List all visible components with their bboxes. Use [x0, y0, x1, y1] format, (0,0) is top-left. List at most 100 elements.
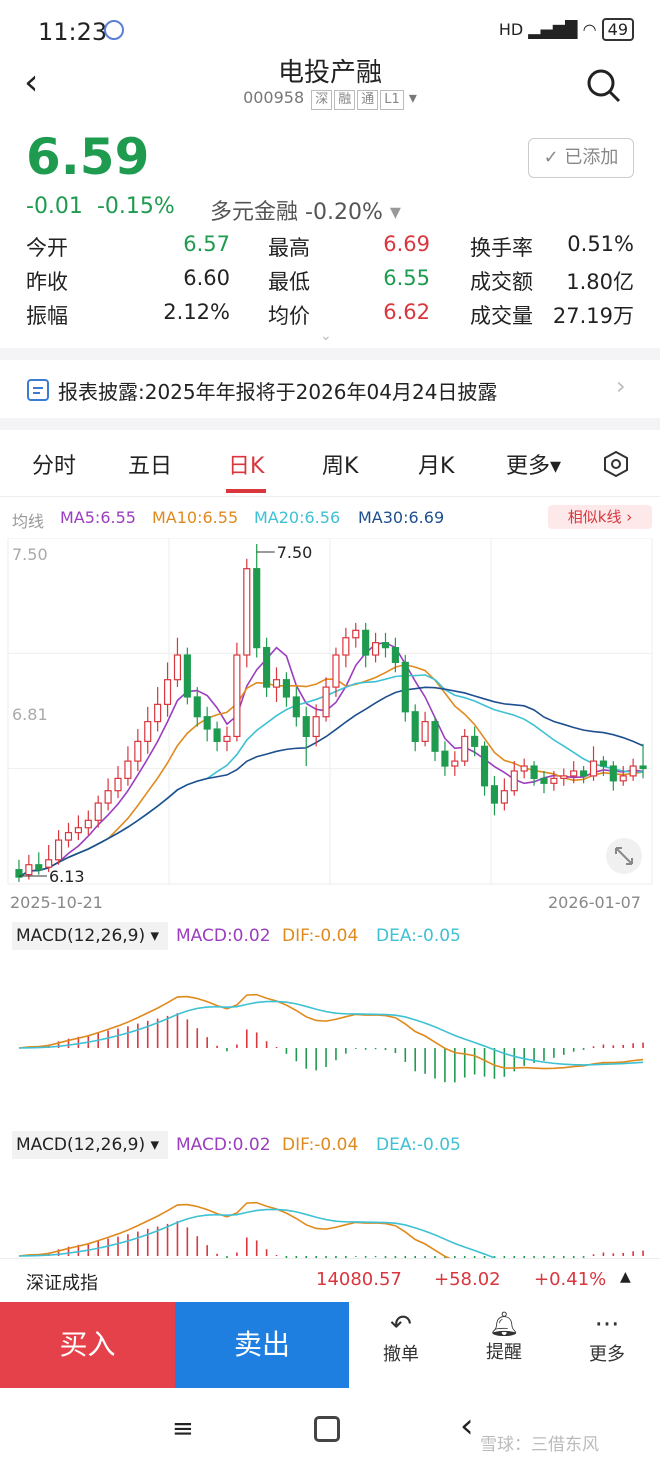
tag-margin: 融 [334, 90, 356, 110]
alert-button[interactable]: 🔔︎ 提醒 [469, 1310, 539, 1364]
stat-label: 今开 [26, 236, 68, 260]
candle-body [342, 637, 350, 656]
candle-body [629, 765, 637, 777]
candle-body [540, 777, 548, 784]
kline-chart[interactable]: 7.50 6.81 7.50 6.13 [0, 538, 660, 888]
ma5-line [18, 641, 644, 878]
sector-row[interactable]: 多元金融 -0.20% ▾ [210, 194, 401, 226]
candle-body [391, 647, 399, 664]
candle-body [312, 716, 320, 738]
tab-intraday[interactable]: 分时 [32, 454, 77, 479]
app-notification-icon [104, 20, 124, 40]
x-label-end: 2026-01-07 [548, 893, 641, 912]
stat-value: 1.80亿 [566, 270, 634, 294]
wifi-icon: ◠ [582, 20, 597, 39]
candle-body [510, 770, 518, 792]
active-tab-indicator [226, 489, 266, 493]
buy-button[interactable]: 买入 [0, 1302, 175, 1388]
macd-selector[interactable]: MACD(12,26,9) ▾ [12, 922, 168, 950]
macd-chart[interactable] [0, 952, 660, 1128]
macd-selector-label: MACD(12,26,9) [16, 1135, 146, 1155]
candle-body [599, 760, 607, 767]
stat-label: 换手率 [470, 236, 533, 260]
stat-value: 27.19万 [552, 304, 634, 328]
candle-body [619, 775, 627, 782]
fullscreen-icon-arrows [615, 847, 633, 865]
chevron-down-icon: ▾ [408, 88, 417, 107]
similar-kline-label: 相似k线 [567, 508, 622, 526]
menu-icon[interactable]: ≡ [172, 1414, 194, 1444]
stat-label: 昨收 [26, 270, 68, 294]
candle-body [421, 721, 429, 742]
expand-up-icon[interactable]: ▲ [620, 1269, 631, 1285]
settings-icon[interactable] [602, 450, 630, 478]
status-time: 11:23 [38, 18, 108, 46]
tab-weekly-k[interactable]: 周K [322, 454, 359, 479]
tab-monthly-k[interactable]: 月K [418, 454, 455, 479]
candle-body [322, 686, 330, 718]
more-button[interactable]: ··· 更多 [572, 1310, 642, 1366]
tab-more[interactable]: 更多▾ [506, 454, 562, 479]
ma-label[interactable]: 均线 [12, 512, 45, 531]
watermark: 雪球：三借东风 [480, 1435, 599, 1455]
y-tick-label: 6.81 [12, 705, 48, 724]
index-value: 14080.57 [316, 1269, 402, 1290]
dif-line [18, 1201, 451, 1258]
home-icon[interactable] [314, 1416, 340, 1442]
ma10-line [18, 663, 644, 878]
signal-icon: ▂▄▆█ [528, 20, 578, 39]
candle-body [64, 832, 73, 841]
candle-body [74, 827, 82, 834]
search-icon[interactable] [586, 68, 622, 104]
status-right: HD ▂▄▆█ ◠ 49 [499, 18, 634, 41]
tab-daily-k[interactable]: 日K [228, 454, 265, 479]
dea-line [18, 1000, 644, 1066]
macd-selector-label: MACD(12,26,9) [16, 926, 146, 946]
stat-label: 成交量 [470, 304, 533, 328]
macd-selector[interactable]: MACD(12,26,9) ▾ [12, 1131, 168, 1159]
added-watchlist-button[interactable]: ✓ 已添加 [528, 138, 634, 178]
stat-value: 6.57 [183, 232, 230, 256]
candle-body [163, 679, 172, 705]
similar-kline-button[interactable]: 相似k线 › [548, 505, 652, 529]
dea-value: DEA:-0.05 [376, 1135, 461, 1155]
dea-value: DEA:-0.05 [376, 926, 461, 946]
candle-body [589, 760, 598, 777]
stat-value: 6.69 [383, 232, 430, 256]
candle-body [609, 765, 617, 782]
sell-button[interactable]: 卖出 [175, 1302, 349, 1388]
change-value: -0.01 [26, 194, 83, 219]
stock-code-row[interactable]: 000958 深融通 L1 ▾ [0, 88, 660, 110]
dif-value: DIF:-0.04 [282, 1135, 359, 1155]
candle-body [550, 777, 558, 784]
tag-connect: 通 [357, 90, 379, 110]
report-notice[interactable]: 报表披露:2025年年报将于2026年04月24日披露 › [0, 362, 660, 418]
fullscreen-icon[interactable] [606, 838, 642, 874]
candle-body [263, 647, 271, 688]
expand-icon[interactable]: ⌄ [320, 328, 332, 344]
candle-body [580, 770, 588, 777]
stock-name: 电投产融 [277, 58, 382, 88]
sector-name: 多元金融 [210, 200, 299, 225]
notice-text: 报表披露:2025年年报将于2026年04月24日披露 [58, 380, 498, 404]
index-quote-bar[interactable]: 深证成指 14080.57 +58.02 +0.41% ▲ [0, 1258, 660, 1302]
candle-body [292, 696, 300, 718]
cancel-order-button[interactable]: ↶ 撤单 [366, 1310, 436, 1366]
tab-more-label: 更多 [506, 454, 551, 479]
tab-five-day[interactable]: 五日 [128, 454, 173, 479]
candle-body [480, 745, 489, 787]
alert-label: 提醒 [486, 1342, 522, 1363]
back-nav-icon[interactable]: ‹ [460, 1406, 474, 1446]
back-icon[interactable]: ‹ [24, 62, 39, 103]
sector-pct: -0.20% [305, 200, 383, 225]
stat-value: 0.51% [567, 232, 634, 256]
divider [0, 496, 660, 497]
macd-chart[interactable] [0, 1160, 660, 1258]
ma10-value: MA10:6.55 [152, 508, 239, 527]
candle-body [183, 654, 191, 698]
candle-body [282, 679, 290, 698]
candle-body [362, 629, 370, 656]
change-pct: -0.15% [96, 194, 175, 219]
calendar-icon [27, 379, 49, 401]
y-tick-label: 7.50 [12, 545, 48, 564]
